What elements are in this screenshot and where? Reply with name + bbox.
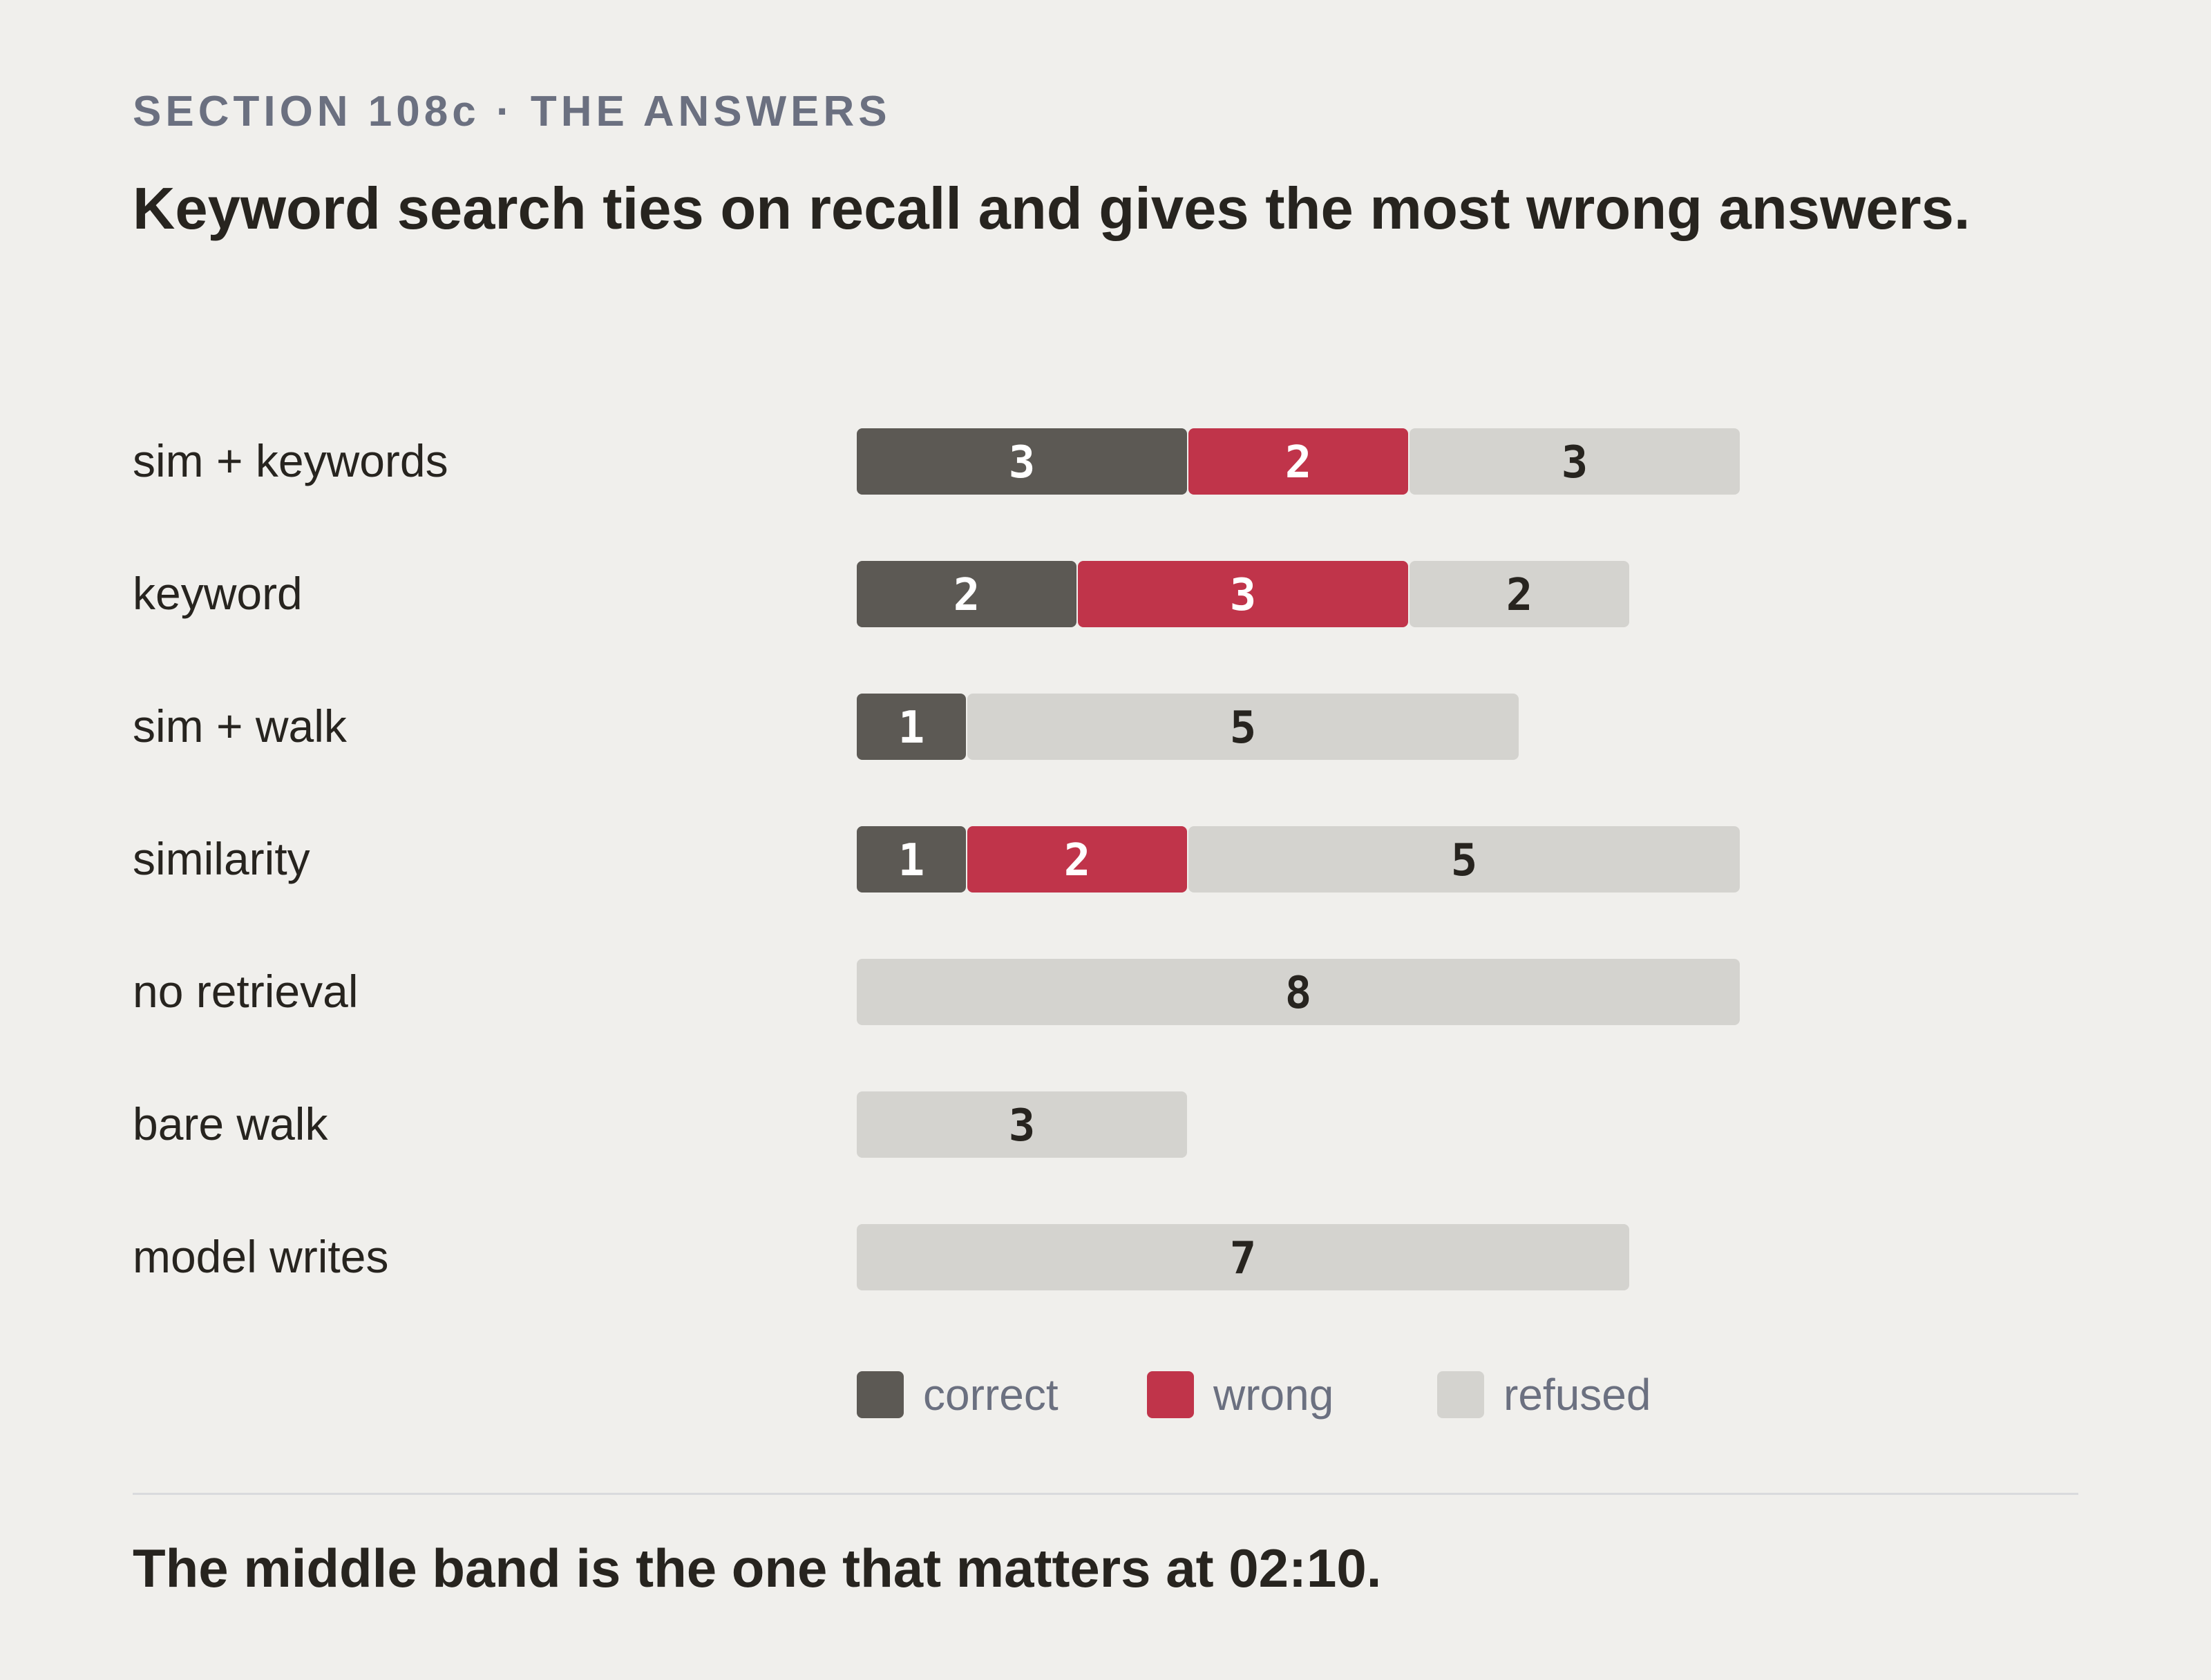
data-label-refused-similarity: 5 [1451,835,1478,886]
bar-wrong-similarity [967,826,1187,892]
bar-refused-sim-keywords [1410,428,1740,495]
divider [133,1493,2078,1495]
legend-swatch-correct [857,1371,904,1418]
footer-note: The middle band is the one that matters … [133,1538,1382,1598]
bar-correct-sim-keywords [857,428,1187,495]
data-label-refused-sim-walk: 5 [1230,703,1257,754]
legend-swatch-wrong [1147,1371,1194,1418]
row-label-no-retrieval: no retrieval [133,966,359,1017]
stacked-bar-chart: sim + keywords 3 2 3 keyword 2 3 2 sim + walk 1 5 s… [133,428,1740,1420]
data-label-correct-similarity: 1 [898,835,925,886]
legend-label-correct: correct [923,1370,1059,1420]
bar-refused-sim-walk [967,694,1519,760]
data-label-correct-keyword: 2 [953,570,980,621]
data-label-refused-keyword: 2 [1506,570,1533,621]
row-label-sim-keywords: sim + keywords [133,435,448,486]
bar-correct-sim-walk [857,694,966,760]
bar-refused-model-writes [857,1224,1629,1290]
data-label-refused-bare-walk: 3 [1009,1100,1036,1152]
bar-refused-no-retrieval [857,959,1740,1025]
bar-wrong-keyword [1078,561,1408,627]
chart-title: Keyword search ties on recall and gives … [133,176,1971,242]
bar-refused-similarity [1188,826,1740,892]
bar-refused-keyword [1410,561,1629,627]
data-label-correct-sim-walk: 1 [898,703,925,754]
row-label-model-writes: model writes [133,1231,388,1282]
bar-wrong-sim-keywords [1188,428,1408,495]
data-label-correct-sim-keywords: 3 [1009,437,1036,488]
legend-label-wrong: wrong [1213,1370,1334,1420]
legend-label-refused: refused [1503,1370,1651,1420]
bar-correct-similarity [857,826,966,892]
data-label-wrong-sim-keywords: 2 [1285,437,1312,488]
data-label-refused-sim-keywords: 3 [1562,437,1588,488]
section-kicker: SECTION 108c · THE ANSWERS [133,88,891,135]
data-label-wrong-similarity: 2 [1064,835,1091,886]
data-label-wrong-keyword: 3 [1230,570,1257,621]
bar-correct-keyword [857,561,1076,627]
data-label-refused-no-retrieval: 8 [1285,968,1312,1019]
bar-refused-bare-walk [857,1091,1187,1158]
legend-swatch-refused [1437,1371,1484,1418]
row-label-similarity: similarity [133,833,310,884]
data-label-refused-model-writes: 7 [1230,1233,1257,1284]
row-label-bare-walk: bare walk [133,1098,328,1149]
row-label-sim-walk: sim + walk [133,700,348,752]
row-label-keyword: keyword [133,568,303,619]
